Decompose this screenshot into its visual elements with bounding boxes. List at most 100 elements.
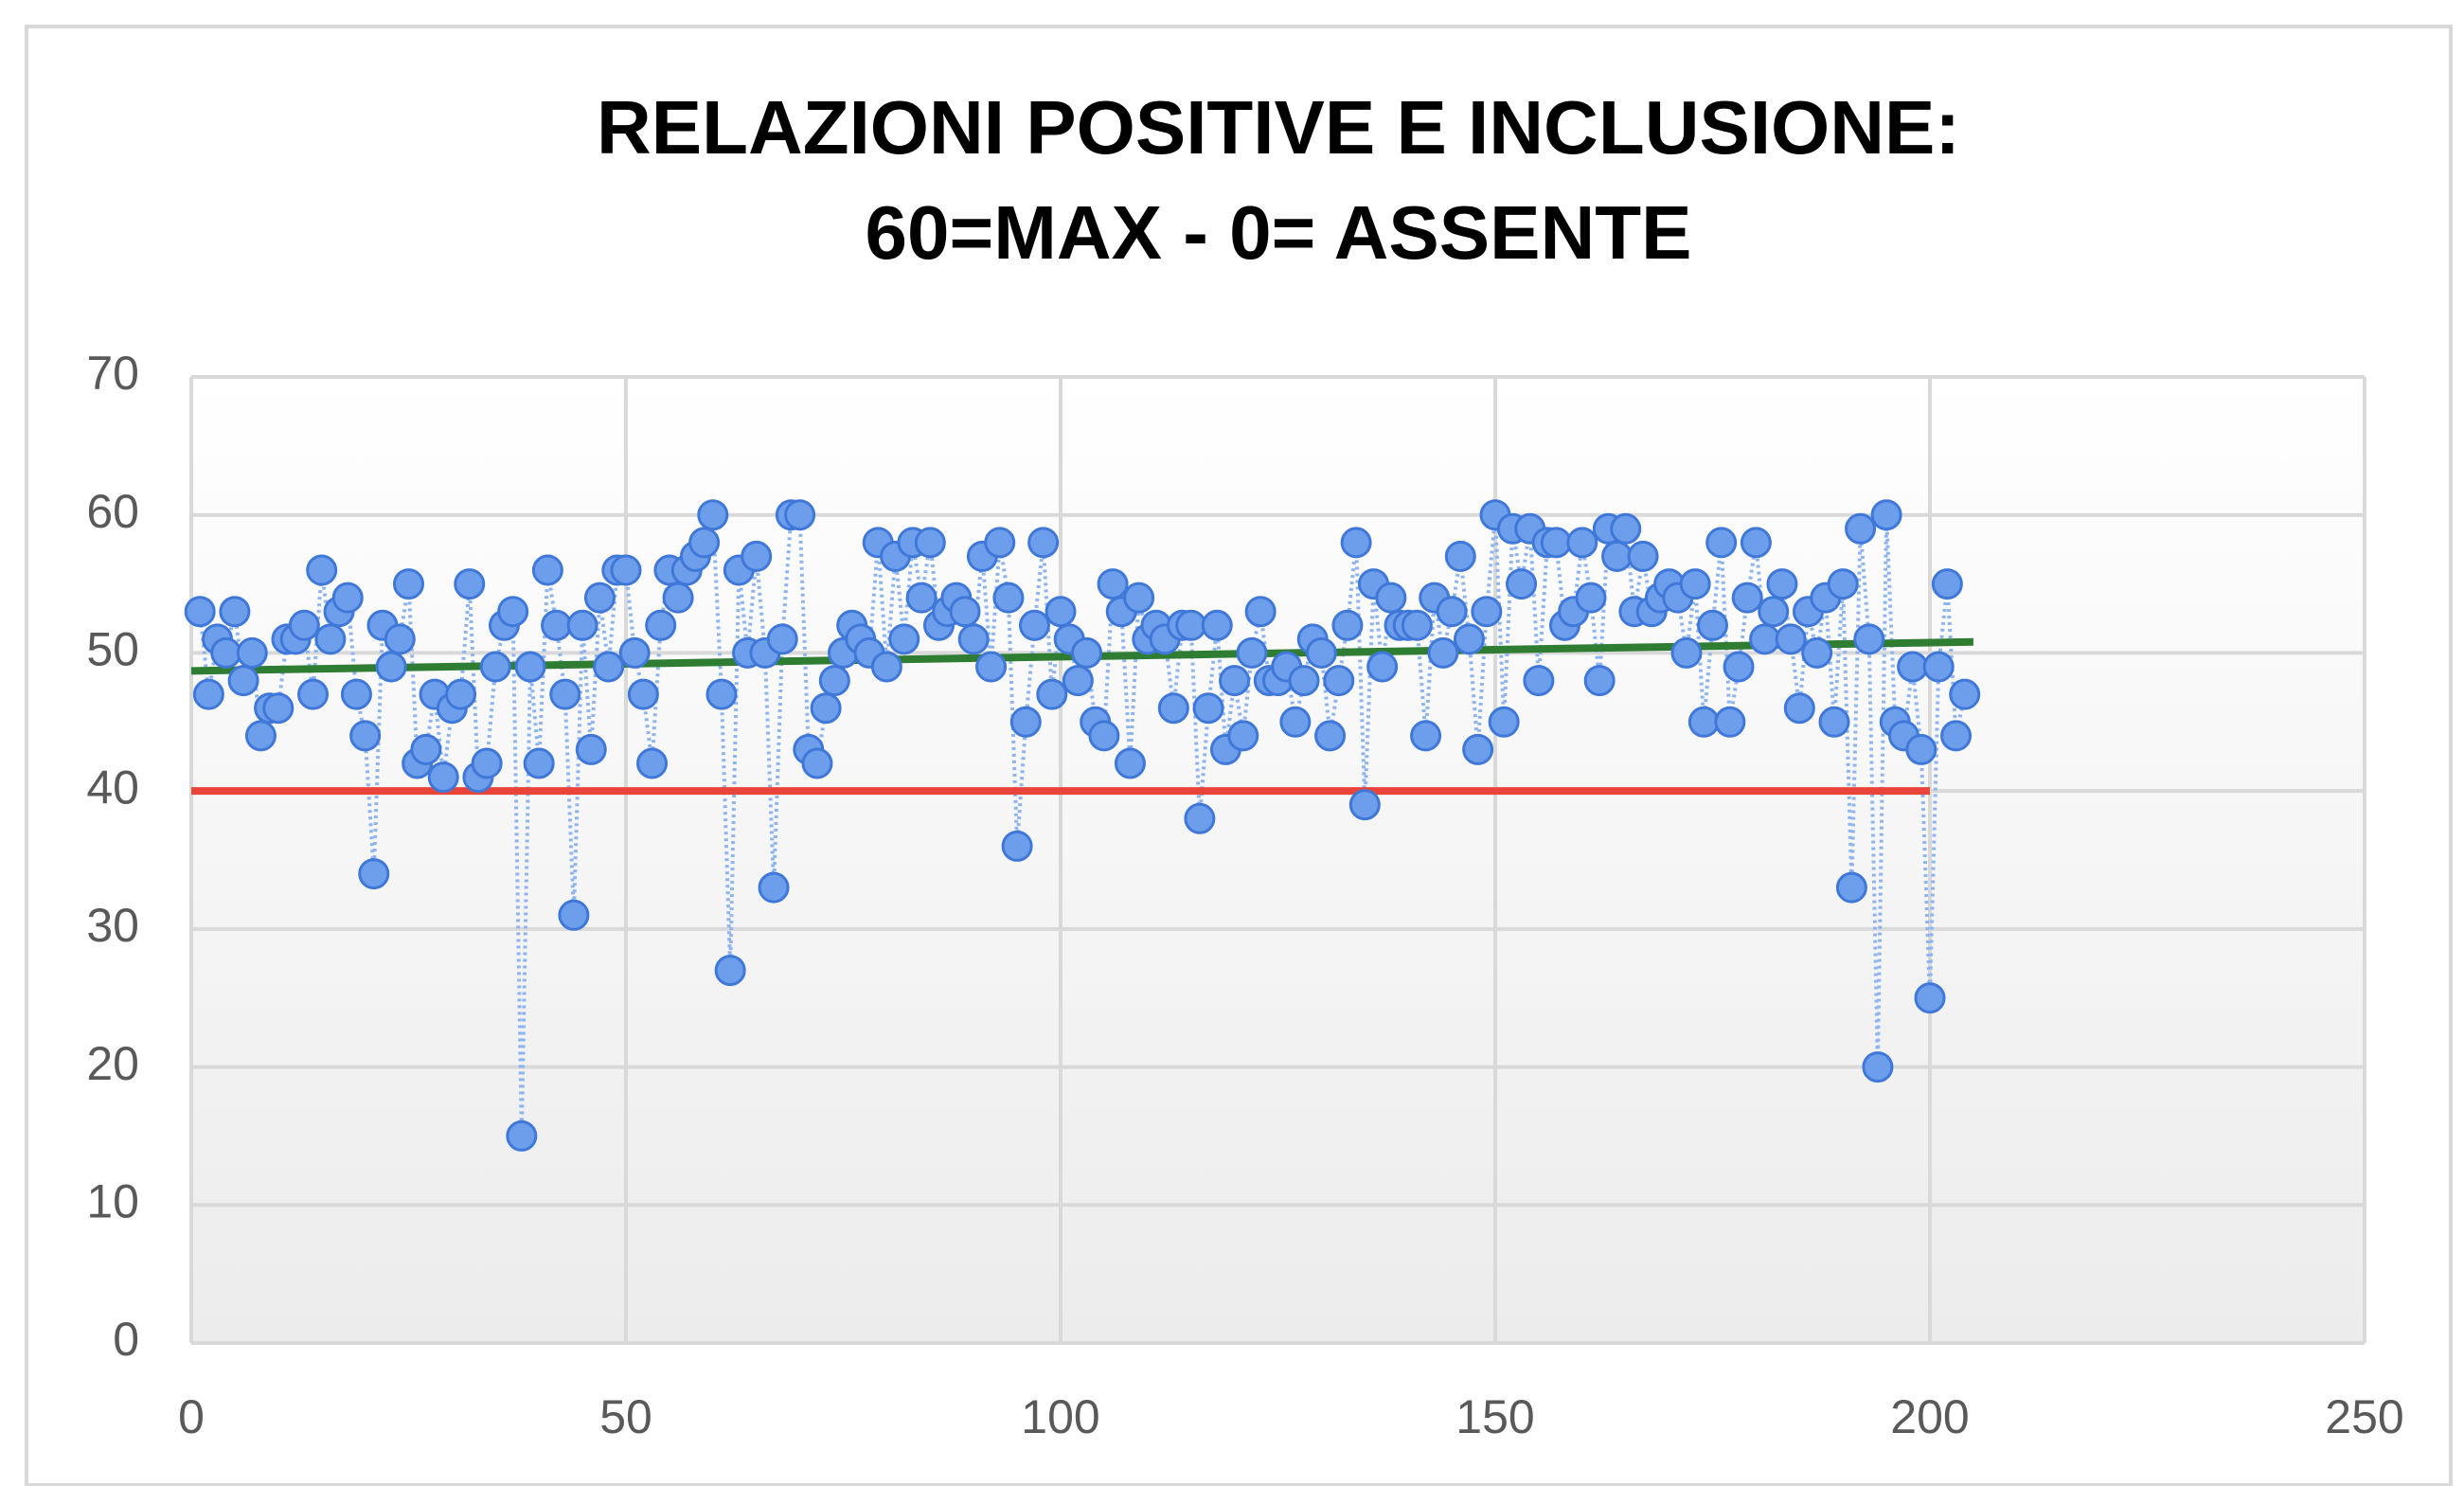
data-point	[514, 651, 546, 683]
data-point	[1009, 706, 1042, 738]
data-point	[1288, 665, 1320, 697]
data-point	[1331, 609, 1364, 641]
data-point	[801, 747, 833, 779]
data-point	[914, 527, 946, 559]
data-point	[1766, 568, 1798, 600]
data-point	[1219, 665, 1251, 697]
data-point	[957, 623, 990, 655]
data-point	[1236, 636, 1268, 669]
data-point	[210, 636, 242, 669]
data-point	[1027, 527, 1060, 559]
data-point	[1340, 527, 1372, 559]
data-point	[1801, 636, 1833, 669]
data-point	[636, 747, 669, 779]
data-point	[1949, 678, 1981, 710]
data-point	[1818, 706, 1850, 738]
data-point	[566, 609, 598, 641]
data-point	[1627, 540, 1659, 572]
data-point	[410, 733, 442, 765]
data-point	[784, 499, 816, 531]
data-point	[1444, 540, 1476, 572]
x-tick-label: 100	[1021, 1390, 1099, 1443]
data-point	[1931, 568, 1963, 600]
data-point	[1088, 720, 1120, 752]
data-point	[1670, 636, 1703, 669]
data-point	[870, 651, 902, 683]
data-point	[219, 596, 251, 628]
y-tick-label: 10	[86, 1174, 139, 1227]
y-tick-label: 60	[86, 485, 139, 538]
data-point	[766, 623, 798, 655]
data-point	[454, 568, 486, 600]
y-tick-label: 30	[86, 899, 139, 952]
data-point	[1566, 527, 1598, 559]
data-point	[688, 527, 721, 559]
data-point	[949, 596, 981, 628]
data-point	[427, 761, 459, 794]
y-tick-label: 40	[86, 761, 139, 814]
data-point	[331, 582, 364, 614]
data-point	[1375, 582, 1407, 614]
data-point	[1436, 596, 1468, 628]
data-point	[1062, 665, 1094, 697]
y-tick-label: 20	[86, 1037, 139, 1090]
data-point	[1453, 623, 1485, 655]
data-point	[1870, 499, 1902, 531]
data-point	[1922, 651, 1955, 683]
data-point	[610, 554, 642, 586]
data-point	[1723, 651, 1755, 683]
data-point	[1018, 609, 1050, 641]
data-point	[1323, 665, 1355, 697]
data-point	[1227, 720, 1259, 752]
data-point	[575, 733, 607, 765]
data-point	[297, 678, 330, 710]
data-point	[1740, 527, 1772, 559]
data-point	[227, 665, 259, 697]
data-point	[192, 678, 224, 710]
data-point	[506, 1119, 538, 1152]
data-point	[184, 596, 216, 628]
data-point	[1697, 609, 1728, 641]
data-point	[1192, 692, 1224, 725]
data-point	[975, 651, 1008, 683]
data-point	[1914, 982, 1946, 1014]
data-point	[1348, 789, 1381, 821]
data-point	[1427, 636, 1459, 669]
x-tick-label: 0	[178, 1390, 205, 1443]
data-point	[758, 871, 790, 904]
data-point	[705, 678, 738, 710]
data-point	[593, 651, 625, 683]
data-point	[1940, 720, 1973, 752]
data-point	[1001, 830, 1033, 862]
data-point	[810, 692, 842, 725]
data-point	[340, 678, 372, 710]
data-point	[1601, 540, 1634, 572]
data-point	[1714, 706, 1746, 738]
data-point	[1184, 802, 1216, 834]
plot: 0 10 20 30 40 50 60 70 0 50 100 150 200 250	[86, 347, 2403, 1443]
data-point	[1201, 609, 1233, 641]
data-point	[531, 554, 563, 586]
data-point	[645, 609, 677, 641]
data-point	[1679, 568, 1711, 600]
data-point	[1540, 527, 1572, 559]
data-point	[1687, 706, 1720, 738]
data-point	[1775, 623, 1807, 655]
data-point	[1705, 527, 1738, 559]
y-tick-label: 70	[86, 347, 139, 400]
data-point	[1175, 609, 1207, 641]
x-tick-label: 150	[1455, 1390, 1534, 1443]
data-point	[1583, 665, 1616, 697]
data-point	[583, 582, 616, 614]
data-point	[1071, 636, 1103, 669]
y-tick-label: 50	[86, 623, 139, 676]
data-point	[1523, 665, 1555, 697]
data-point	[262, 692, 295, 725]
data-point	[497, 596, 529, 628]
data-point	[1845, 512, 1877, 545]
data-point	[1897, 651, 1929, 683]
data-point	[244, 720, 277, 752]
data-point	[662, 582, 694, 614]
data-point	[1731, 582, 1763, 614]
